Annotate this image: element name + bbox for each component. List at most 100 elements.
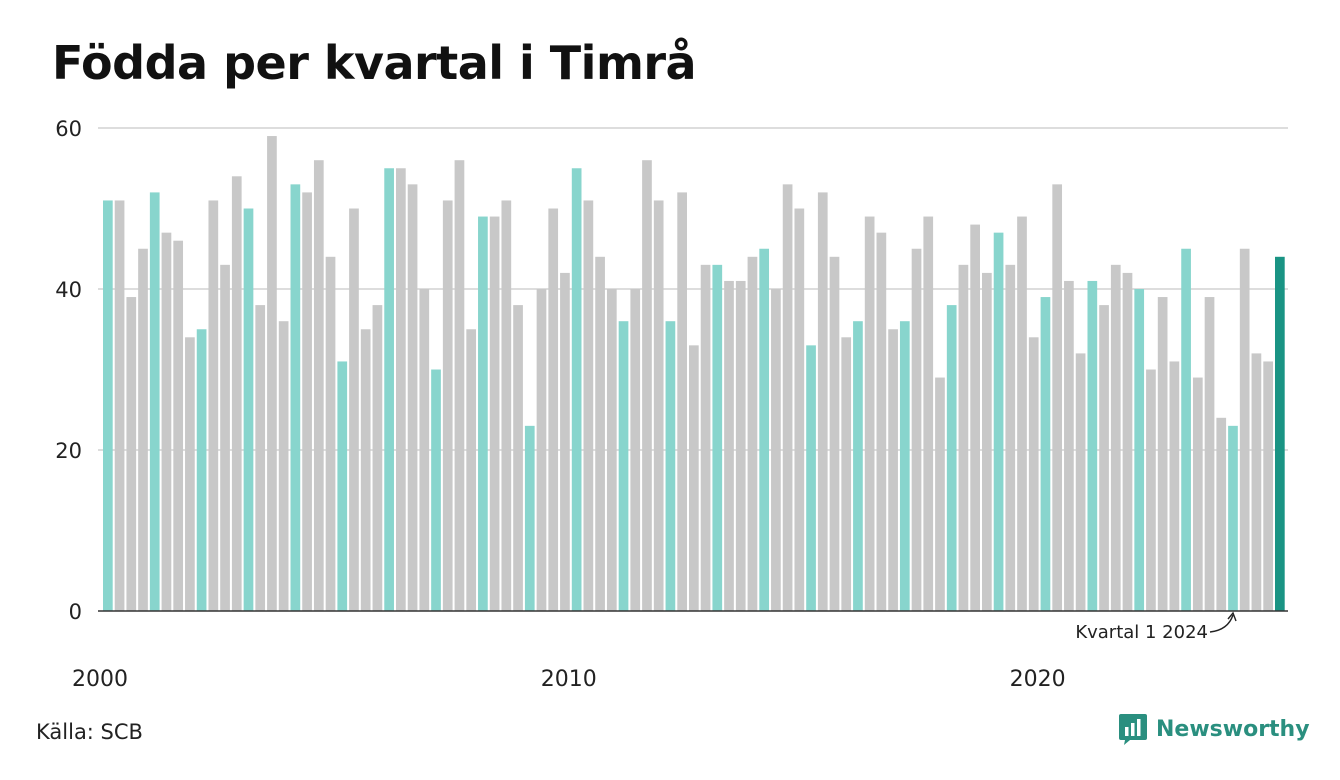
bar bbox=[958, 264, 969, 611]
x-tick-label: 2010 bbox=[541, 667, 597, 692]
bar bbox=[267, 136, 277, 612]
bar bbox=[653, 200, 664, 611]
bar bbox=[1275, 256, 1285, 611]
bar bbox=[1216, 417, 1227, 611]
bar bbox=[1122, 272, 1133, 611]
bar bbox=[302, 192, 312, 611]
bar bbox=[1052, 184, 1063, 611]
bar bbox=[1251, 353, 1262, 611]
bar bbox=[161, 232, 172, 611]
bar bbox=[1028, 337, 1039, 611]
bar bbox=[982, 272, 992, 611]
bar bbox=[888, 329, 898, 611]
bar bbox=[349, 208, 359, 611]
bar bbox=[1110, 264, 1121, 611]
bar bbox=[1239, 248, 1250, 611]
bar bbox=[1017, 216, 1027, 612]
bar bbox=[899, 321, 910, 611]
bar bbox=[759, 248, 770, 611]
bar bbox=[325, 256, 336, 611]
bar bbox=[806, 345, 816, 611]
bar bbox=[595, 256, 605, 611]
bar bbox=[747, 256, 758, 611]
bar bbox=[196, 329, 207, 611]
bar bbox=[606, 289, 617, 611]
bar bbox=[1169, 361, 1180, 611]
bar bbox=[360, 329, 371, 611]
bar bbox=[220, 264, 230, 611]
bar bbox=[384, 168, 394, 611]
bar bbox=[138, 248, 148, 611]
bar bbox=[1064, 280, 1074, 611]
bar bbox=[993, 232, 1004, 611]
bar bbox=[231, 176, 242, 612]
bar bbox=[372, 305, 383, 611]
y-tick-label: 40 bbox=[55, 278, 82, 302]
bar bbox=[466, 329, 477, 611]
bar bbox=[864, 216, 875, 612]
bar bbox=[817, 192, 828, 611]
bar bbox=[1005, 264, 1016, 611]
bar bbox=[935, 377, 945, 611]
x-tick-label: 2020 bbox=[1010, 667, 1066, 692]
annotation-arrow bbox=[1209, 614, 1234, 633]
bar bbox=[946, 305, 957, 611]
newsworthy-logo[interactable]: Newsworthy bbox=[1118, 712, 1310, 746]
bar bbox=[524, 425, 535, 611]
bar bbox=[771, 289, 781, 611]
bar bbox=[689, 345, 699, 611]
bar bbox=[478, 216, 488, 612]
annotation-arrowhead bbox=[1227, 611, 1237, 622]
brand-label: Newsworthy bbox=[1156, 716, 1310, 742]
bar bbox=[1099, 305, 1109, 611]
bar bbox=[876, 232, 887, 611]
bar bbox=[1228, 425, 1238, 611]
bar bbox=[442, 200, 453, 611]
bar bbox=[149, 192, 160, 611]
annotation-label: Kvartal 1 2024 bbox=[1075, 622, 1208, 643]
y-tick-label: 0 bbox=[69, 600, 82, 624]
bar bbox=[735, 280, 746, 611]
bar bbox=[243, 208, 254, 611]
bar bbox=[1157, 297, 1168, 611]
bar bbox=[665, 321, 676, 611]
bar bbox=[1075, 353, 1086, 611]
bar bbox=[1263, 361, 1273, 611]
bar bbox=[724, 280, 734, 611]
bar bbox=[313, 160, 324, 611]
bar bbox=[419, 289, 430, 611]
bar bbox=[290, 184, 301, 611]
bar bbox=[114, 200, 125, 611]
bar bbox=[548, 208, 559, 611]
bar bbox=[536, 289, 547, 611]
bar bbox=[173, 240, 184, 611]
bar bbox=[185, 337, 195, 611]
bar bbox=[501, 200, 512, 611]
bar bbox=[1087, 280, 1098, 611]
x-tick-label: 2000 bbox=[72, 667, 128, 692]
bar bbox=[923, 216, 934, 612]
bar bbox=[255, 305, 266, 611]
bar bbox=[712, 264, 723, 611]
bar bbox=[841, 337, 852, 611]
bar bbox=[489, 216, 500, 612]
bar bbox=[278, 321, 289, 611]
bar bbox=[794, 208, 805, 611]
bar bbox=[396, 168, 406, 611]
bar bbox=[1134, 289, 1145, 611]
bar bbox=[126, 297, 137, 611]
bar bbox=[700, 264, 711, 611]
logo-icon bbox=[1119, 714, 1147, 745]
bar bbox=[853, 321, 863, 611]
bar bbox=[677, 192, 687, 611]
bar bbox=[1181, 248, 1191, 611]
bar bbox=[782, 184, 793, 611]
bar bbox=[1192, 377, 1203, 611]
bar bbox=[970, 224, 980, 611]
source-label: Källa: SCB bbox=[36, 720, 143, 744]
bar bbox=[618, 321, 629, 611]
bar bbox=[630, 289, 641, 611]
bar bbox=[642, 160, 652, 611]
bar bbox=[583, 200, 594, 611]
